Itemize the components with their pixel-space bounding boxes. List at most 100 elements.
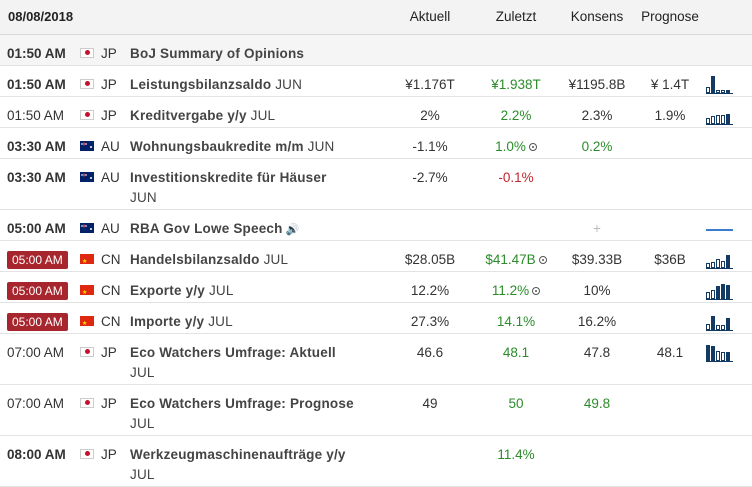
revised-icon[interactable] [532,286,541,295]
event-actual [385,34,475,66]
event-time: 01:50 AM [0,34,78,66]
event-forecast [637,34,703,66]
revised-icon[interactable] [538,255,547,264]
event-time: 03:30 AM [0,127,78,159]
col-forecast-header[interactable]: Prognose [637,0,703,35]
sparkline-bar [716,350,720,361]
col-chart-header [703,0,752,35]
event-consensus: 16.2% [557,302,637,334]
event-row[interactable]: 01:50 AM JP BoJ Summary of Opinions [0,34,752,66]
event-consensus [557,435,637,487]
event-chart [703,158,752,210]
event-consensus: 10% [557,271,637,303]
event-chart[interactable] [703,240,752,272]
col-previous-header[interactable]: Zuletzt [475,0,557,35]
event-previous [475,34,557,66]
event-previous: -0.1% [475,158,557,210]
event-forecast [637,435,703,487]
event-previous: 14.1% [475,302,557,334]
speaker-icon[interactable]: 🔊 [285,223,300,236]
time-badge: 05:00 AM [7,281,68,300]
sparkline-bar [716,258,720,268]
flag-au-icon [80,222,94,233]
event-row[interactable]: 03:30 AM AU Investitionskredite für Häus… [0,158,752,210]
time-badge: 05:00 AM [7,312,68,331]
event-name[interactable]: Investitionskredite für Häuser JUN [130,158,385,210]
event-previous: 50 [475,384,557,436]
event-row[interactable]: 07:00 AM JP Eco Watchers Umfrage: Progno… [0,384,752,436]
sparkline-bar [706,86,710,93]
event-time: 05:00 AM [0,302,78,334]
col-consensus-header[interactable]: Konsens [557,0,637,35]
event-country: AU [78,158,130,210]
event-name[interactable]: Exporte y/y JUL [130,271,385,303]
event-name[interactable]: Eco Watchers Umfrage: Prognose JUL [130,384,385,436]
sparkline-bar [706,262,710,268]
event-country: JP [78,384,130,436]
event-country: CN [78,271,130,303]
event-previous: 1.0% [475,127,557,159]
flag-cn-icon [80,253,94,264]
sparkline-bar [726,89,730,93]
sparkline-bar [721,260,725,268]
event-consensus [557,34,637,66]
event-forecast [637,209,703,241]
event-row[interactable]: 05:00 AM CN Exporte y/y JUL 12.2% 11.2% … [0,271,752,303]
sparkline-bar [721,89,725,93]
event-chart[interactable] [703,333,752,385]
event-forecast: 48.1 [637,333,703,385]
event-name[interactable]: Importe y/y JUL [130,302,385,334]
sparkline-chart[interactable] [706,313,733,331]
event-time: 05:00 AM [0,271,78,303]
sparkline-chart[interactable] [706,75,733,94]
event-row[interactable]: 05:00 AM CN Handelsbilanzsaldo JUL $28.0… [0,240,752,272]
event-time: 03:30 AM [0,158,78,210]
sparkline-bar [711,315,715,330]
sparkline-bar [726,254,730,268]
sparkline-bar [726,317,730,330]
event-forecast: $36B [637,240,703,272]
sparkline-bar [711,261,715,268]
sparkline-bar [711,75,715,93]
event-actual: 27.3% [385,302,475,334]
event-row[interactable]: 03:30 AM AU Wohnungsbaukredite m/m JUN -… [0,127,752,159]
sparkline-chart[interactable] [706,282,733,300]
event-row[interactable]: 08:00 AM JP Werkzeugmaschinenaufträge y/… [0,435,752,487]
event-actual: 12.2% [385,271,475,303]
event-name[interactable]: Handelsbilanzsaldo JUL [130,240,385,272]
event-name[interactable]: Werkzeugmaschinenaufträge y/y JUL [130,435,385,487]
flag-jp-icon [80,78,94,89]
event-chart[interactable] [703,271,752,303]
sparkline-bar [716,114,720,124]
event-name[interactable]: RBA Gov Lowe Speech 🔊 [130,209,385,241]
event-row[interactable]: 05:00 AM CN Importe y/y JUL 27.3% 14.1% … [0,302,752,334]
event-country: JP [78,34,130,66]
sparkline-chart[interactable] [706,107,733,125]
calendar-date: 08/08/2018 [0,0,385,35]
sparkline-bar [716,285,720,299]
sparkline-bar [726,113,730,124]
event-previous: $41.47B [475,240,557,272]
event-name[interactable]: Eco Watchers Umfrage: Aktuell JUL [130,333,385,385]
sparkline-chart[interactable] [706,251,733,269]
sparkline-bar [711,345,715,361]
event-row[interactable]: 01:50 AM JP Leistungsbilanzsaldo JUN ¥1.… [0,65,752,97]
event-row[interactable]: 07:00 AM JP Eco Watchers Umfrage: Aktuel… [0,333,752,385]
col-actual-header[interactable]: Aktuell [385,0,475,35]
sparkline-chart[interactable] [706,344,733,362]
event-chart [703,435,752,487]
event-actual [385,435,475,487]
event-name[interactable]: Wohnungsbaukredite m/m JUN [130,127,385,159]
line-chart-icon[interactable] [706,228,733,231]
event-name[interactable]: Leistungsbilanzsaldo JUN [130,65,385,97]
event-row[interactable]: 05:00 AM AU RBA Gov Lowe Speech 🔊 + [0,209,752,241]
event-name[interactable]: Kreditvergabe y/y JUL [130,96,385,128]
event-chart[interactable] [703,302,752,334]
event-chart[interactable] [703,96,752,128]
event-chart[interactable] [703,209,752,241]
event-time: 08:00 AM [0,435,78,487]
event-row[interactable]: 01:50 AM JP Kreditvergabe y/y JUL 2% 2.2… [0,96,752,128]
event-name[interactable]: BoJ Summary of Opinions [130,34,385,66]
revised-icon[interactable] [528,142,537,151]
event-chart[interactable] [703,65,752,97]
